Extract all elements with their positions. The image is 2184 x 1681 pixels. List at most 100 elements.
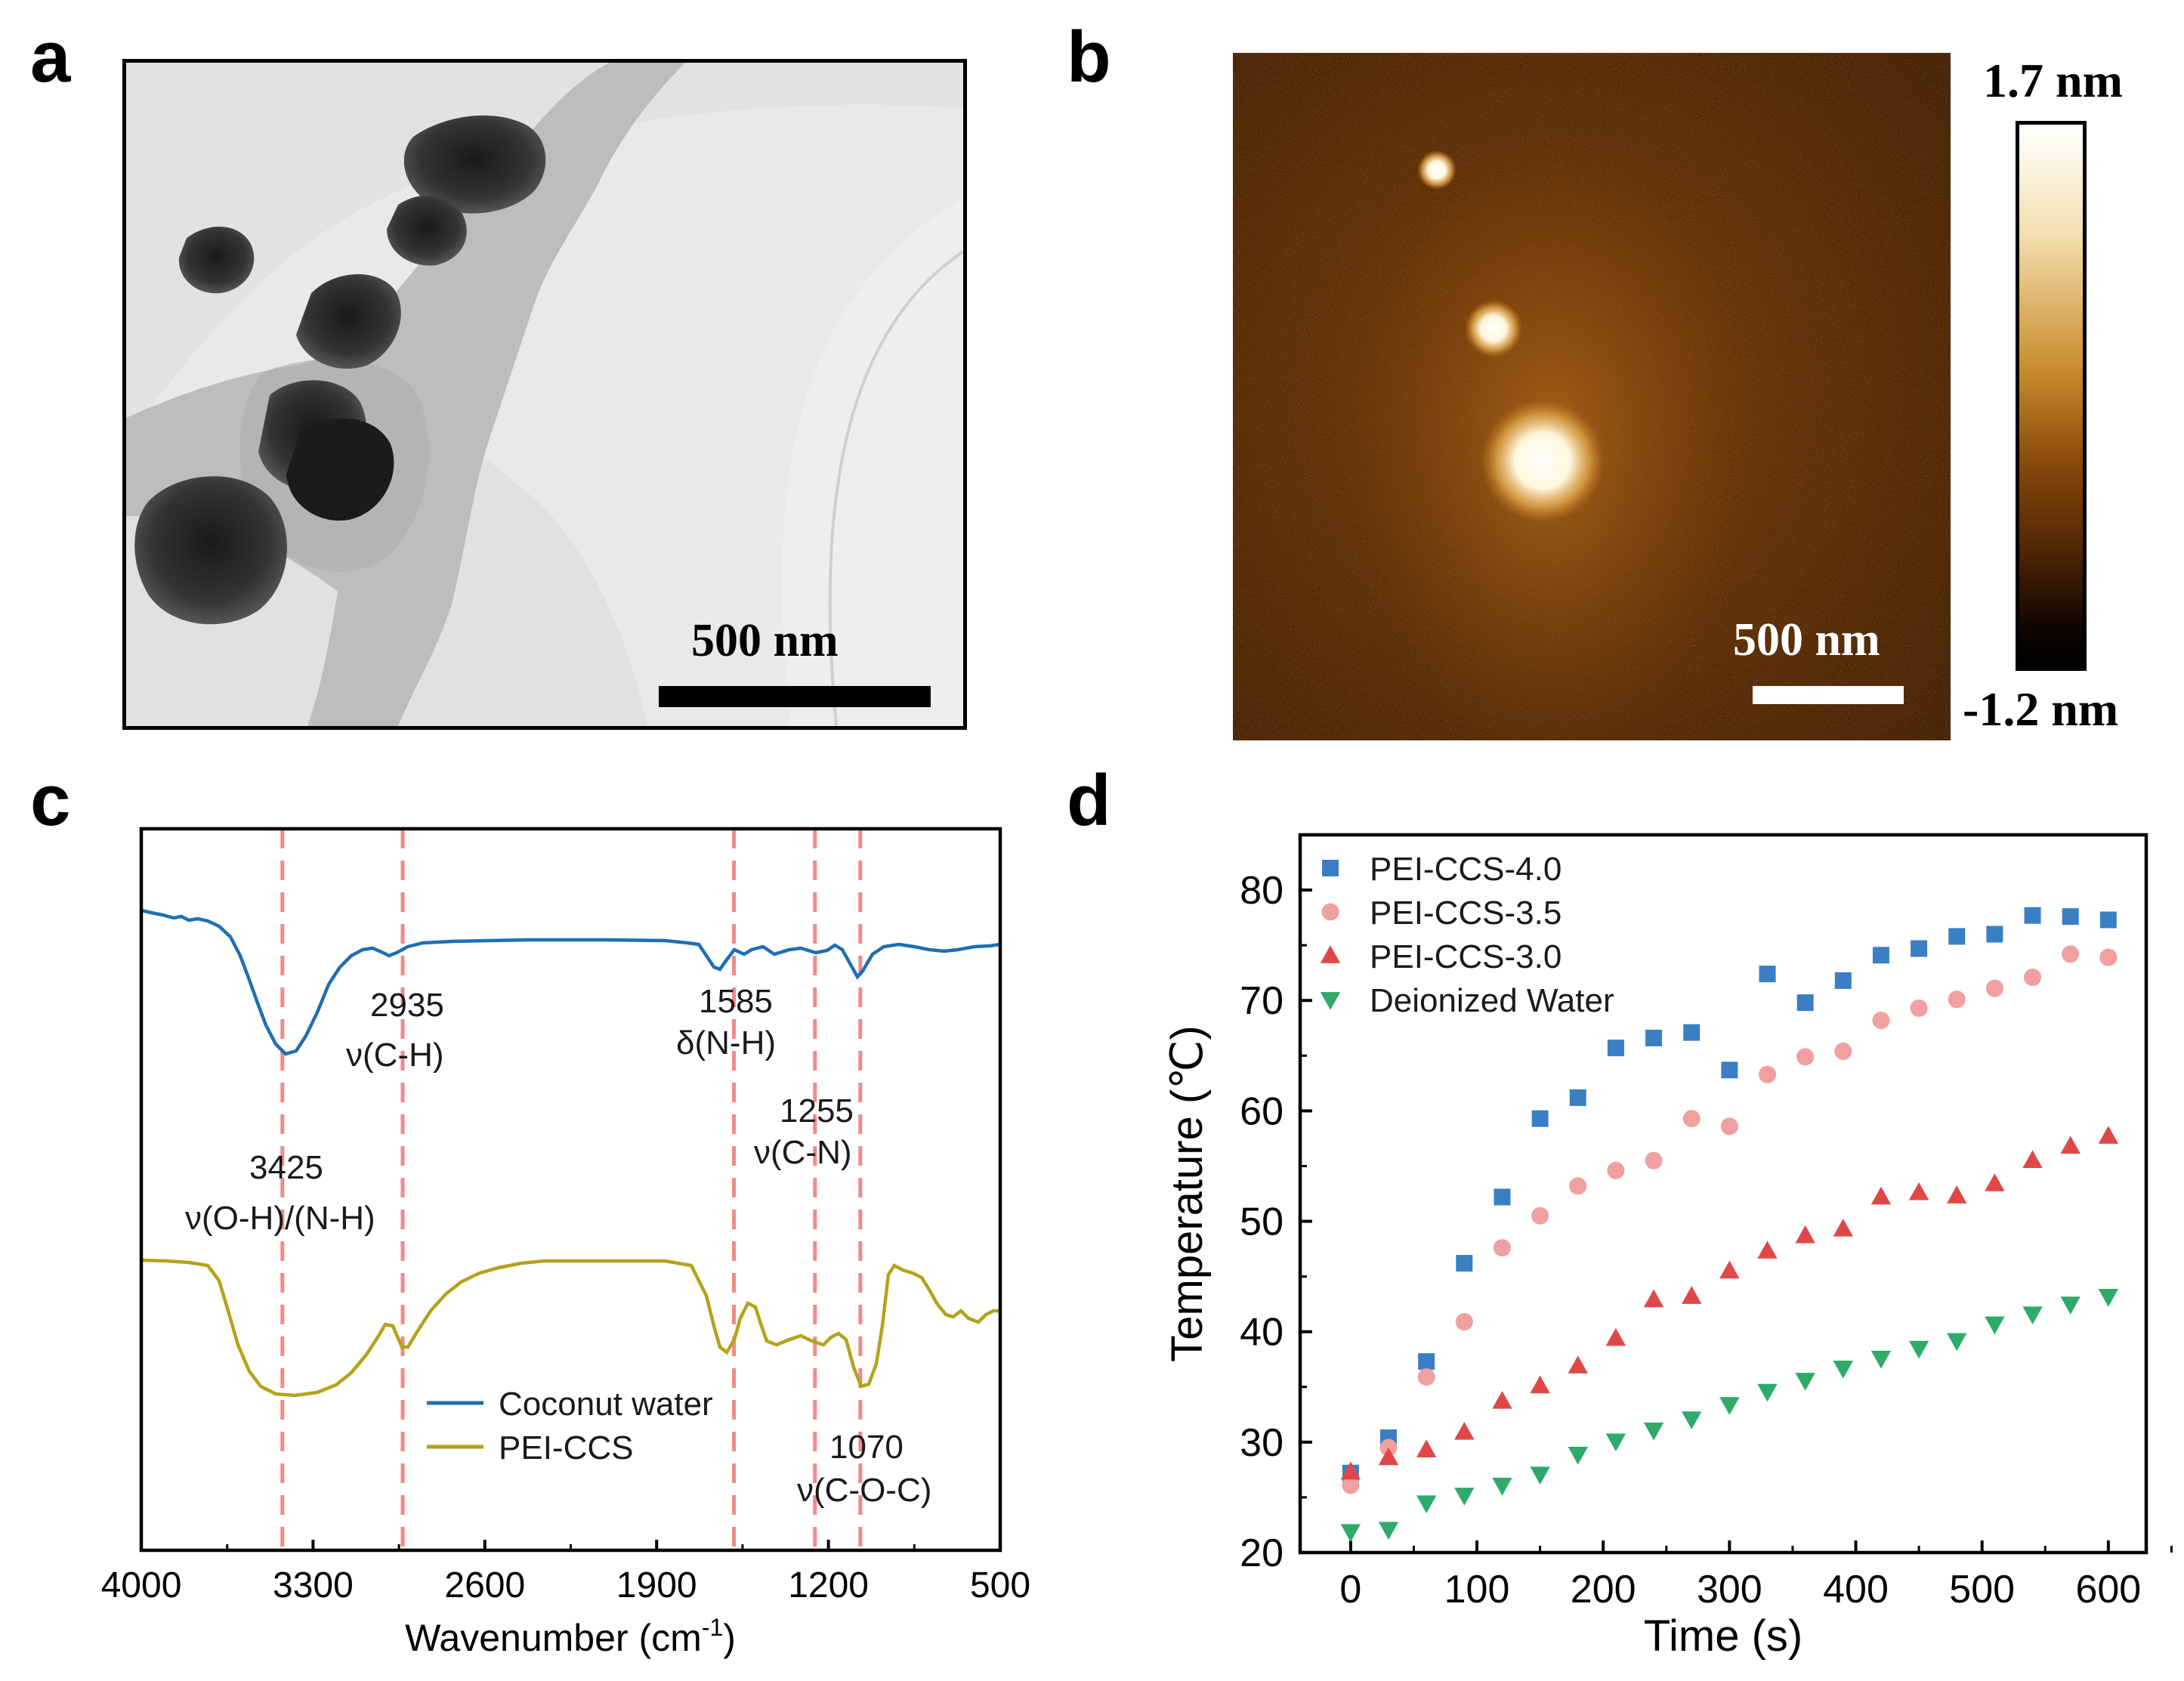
ftir-reference-lines xyxy=(280,829,863,1550)
annotation-mode-1070: ν(C-O-C) xyxy=(797,1472,931,1509)
data-point-pei-ccs-4-0 xyxy=(1796,994,1814,1012)
temperature-x-axis-label: Time (s) xyxy=(1644,1611,1802,1661)
data-point-pei-ccs-3-0 xyxy=(1605,1327,1626,1346)
data-point-pei-ccs-3-0 xyxy=(1492,1391,1512,1409)
data-point-pei-ccs-3-5 xyxy=(1872,1011,1890,1030)
data-point-pei-ccs-3-5 xyxy=(1493,1239,1512,1257)
ftir-x-axis-label: Wavenumber (cm-1) xyxy=(405,1614,736,1659)
afm-height-map xyxy=(1233,53,1951,740)
panel-letter-d: d xyxy=(1067,760,1111,841)
data-point-pei-ccs-4-0 xyxy=(1683,1024,1701,1041)
data-point-pei-ccs-3-0 xyxy=(1833,1219,1854,1237)
x-tick-label: 200 xyxy=(1571,1568,1636,1611)
temperature-x-ticks: 0 100 200 300 400 500 600 xyxy=(1339,1540,2173,1611)
data-point-deionized-water xyxy=(1416,1495,1437,1513)
annotation-mode-3425: ν(O-H)/(N-H) xyxy=(185,1200,375,1237)
colorbar-min-label: -1.2 nm xyxy=(1963,682,2119,736)
tem-scale-bar xyxy=(659,686,931,707)
annotation-wavenumber-2935: 2935 xyxy=(370,987,444,1024)
data-point-pei-ccs-4-0 xyxy=(1607,1040,1624,1057)
data-point-pei-ccs-4-0 xyxy=(1872,947,1889,964)
data-point-pei-ccs-3-0 xyxy=(1757,1241,1778,1259)
data-point-pei-ccs-3-5 xyxy=(1720,1117,1738,1136)
data-point-pei-ccs-4-0 xyxy=(1986,925,2003,943)
x-tick-label: 4000 xyxy=(101,1565,182,1605)
data-point-pei-ccs-3-5 xyxy=(1796,1048,1815,1066)
tem-micrograph xyxy=(126,63,963,726)
colorbar xyxy=(2016,121,2087,671)
data-point-pei-ccs-3-0 xyxy=(1682,1286,1702,1304)
tem-particle xyxy=(178,227,255,294)
data-point-pei-ccs-4-0 xyxy=(1721,1061,1738,1079)
annotation-wavenumber-1585: 1585 xyxy=(699,983,773,1020)
afm-spot xyxy=(1465,300,1522,357)
x-tick-label: 2600 xyxy=(444,1565,525,1605)
afm-scale-bar xyxy=(1753,686,1904,704)
data-point-pei-ccs-3-5 xyxy=(2099,948,2118,966)
data-point-pei-ccs-3-5 xyxy=(1531,1207,1549,1225)
data-point-pei-ccs-3-5 xyxy=(2024,968,2042,987)
data-point-pei-ccs-3-5 xyxy=(1417,1368,1435,1386)
x-tick-label: 400 xyxy=(1823,1568,1889,1611)
temperature-plot-frame xyxy=(1298,833,2148,1555)
ftir-curve-coconut-water xyxy=(141,908,1001,1056)
tem-particle xyxy=(134,476,287,625)
annotation-wavenumber-1070: 1070 xyxy=(829,1429,904,1466)
data-point-pei-ccs-4-0 xyxy=(1911,940,1928,957)
ftir-chart: 4000 3300 2600 1900 1200 500 2935 ν(C-H) 3425… xyxy=(101,827,1030,1659)
data-point-pei-ccs-3-5 xyxy=(1985,979,2003,997)
colorbar-max-label: 1.7 nm xyxy=(1983,54,2123,107)
x-tick-label: 500 xyxy=(1949,1568,2015,1611)
data-point-deionized-water xyxy=(1682,1411,1702,1429)
temperature-chart: 0 100 200 300 400 500 600 20 30 40 50 60 70 80 PEI-C… xyxy=(1163,833,2173,1661)
y-tick-label: 50 xyxy=(1240,1200,1284,1244)
data-point-pei-ccs-4-0 xyxy=(2062,908,2079,925)
data-point-pei-ccs-3-5 xyxy=(1834,1042,1852,1061)
data-point-pei-ccs-3-5 xyxy=(1342,1476,1360,1494)
y-tick-label: 20 xyxy=(1240,1531,1284,1575)
legend-label-pei-ccs: PEI-CCS xyxy=(499,1429,633,1466)
tem-image: 500 nm xyxy=(122,59,967,730)
data-point-pei-ccs-4-0 xyxy=(2024,907,2041,924)
afm-image: 500 nm xyxy=(1233,53,1951,740)
data-point-pei-ccs-3-0 xyxy=(1719,1260,1740,1279)
data-point-deionized-water xyxy=(1908,1340,1929,1359)
data-point-pei-ccs-3-5 xyxy=(1455,1312,1473,1331)
x-tick-label: 0 xyxy=(1339,1568,1361,1611)
data-point-pei-ccs-3-5 xyxy=(1645,1151,1663,1170)
afm-spot xyxy=(1481,399,1605,523)
legend-label-pei-ccs-4-0: PEI-CCS-4.0 xyxy=(1370,851,1562,888)
data-point-deionized-water xyxy=(1870,1350,1892,1369)
temperature-y-axis-label: Temperature (℃) xyxy=(1163,1025,1212,1361)
panel-letter-b: b xyxy=(1067,17,1111,97)
data-point-pei-ccs-3-0 xyxy=(2098,1126,2119,1144)
data-point-deionized-water xyxy=(1340,1524,1361,1542)
data-point-pei-ccs-4-0 xyxy=(1645,1029,1663,1046)
tem-particle xyxy=(403,115,546,214)
data-point-pei-ccs-4-0 xyxy=(1494,1188,1511,1206)
data-point-deionized-water xyxy=(1833,1361,1854,1379)
x-tick-label: 600 xyxy=(2075,1568,2141,1611)
legend-marker-pei-ccs-3-5 xyxy=(1321,903,1339,921)
data-point-pei-ccs-3-0 xyxy=(2060,1136,2081,1154)
x-tick-label: 500 xyxy=(970,1565,1030,1605)
data-point-pei-ccs-3-0 xyxy=(1340,1461,1361,1480)
annotation-wavenumber-1255: 1255 xyxy=(780,1092,854,1129)
data-point-pei-ccs-3-0 xyxy=(2022,1150,2043,1169)
afm-scale-bar-label: 500 nm xyxy=(1733,614,1880,666)
data-point-pei-ccs-3-0 xyxy=(1870,1186,1892,1205)
data-point-pei-ccs-3-0 xyxy=(1795,1225,1815,1244)
data-point-deionized-water xyxy=(1757,1383,1778,1402)
data-point-pei-ccs-3-0 xyxy=(1568,1355,1588,1374)
ftir-curves xyxy=(141,908,1001,1398)
data-point-pei-ccs-3-5 xyxy=(1682,1110,1701,1128)
data-point-pei-ccs-3-0 xyxy=(1416,1439,1437,1457)
panel-letter-c: c xyxy=(30,760,71,841)
data-point-pei-ccs-3-0 xyxy=(1454,1421,1475,1440)
annotation-mode-1255: ν(C-N) xyxy=(754,1134,852,1171)
afm-spot xyxy=(1417,150,1457,190)
data-point-pei-ccs-3-0 xyxy=(1530,1375,1550,1394)
data-point-pei-ccs-3-0 xyxy=(1985,1173,2005,1191)
legend-label-deionized-water: Deionized Water xyxy=(1370,982,1614,1019)
data-point-deionized-water xyxy=(1947,1333,1967,1352)
